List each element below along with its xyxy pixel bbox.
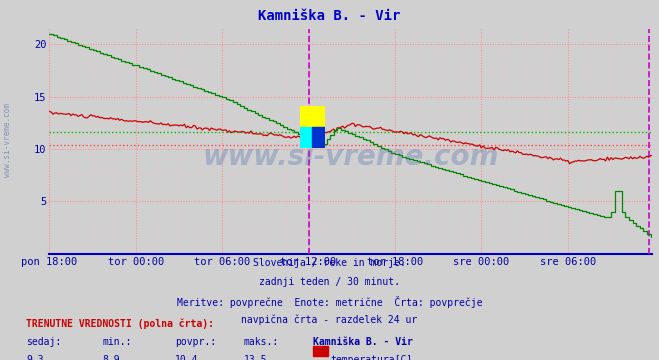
Text: zadnji teden / 30 minut.: zadnji teden / 30 minut. [259,277,400,287]
Polygon shape [300,127,312,148]
Text: 8,9: 8,9 [102,355,120,360]
Text: 9,3: 9,3 [26,355,44,360]
Text: min.:: min.: [102,337,132,347]
Text: Kamniška B. - Vir: Kamniška B. - Vir [313,337,413,347]
Text: sedaj:: sedaj: [26,337,61,347]
Polygon shape [300,106,325,127]
Text: temperatura[C]: temperatura[C] [331,355,413,360]
Text: povpr.:: povpr.: [175,337,215,347]
Text: Kamniška B. - Vir: Kamniška B. - Vir [258,9,401,23]
Text: 10,4: 10,4 [175,355,198,360]
Text: TRENUTNE VREDNOSTI (polna črta):: TRENUTNE VREDNOSTI (polna črta): [26,319,214,329]
Text: www.si-vreme.com: www.si-vreme.com [203,143,499,171]
Text: maks.:: maks.: [244,337,279,347]
Text: 13,5: 13,5 [244,355,268,360]
Text: Meritve: povprečne  Enote: metrične  Črta: povprečje: Meritve: povprečne Enote: metrične Črta:… [177,296,482,308]
Polygon shape [312,127,325,148]
Text: navpična črta - razdelek 24 ur: navpična črta - razdelek 24 ur [241,315,418,325]
Text: www.si-vreme.com: www.si-vreme.com [3,103,13,177]
Text: Slovenija / reke in morje.: Slovenija / reke in morje. [253,258,406,269]
